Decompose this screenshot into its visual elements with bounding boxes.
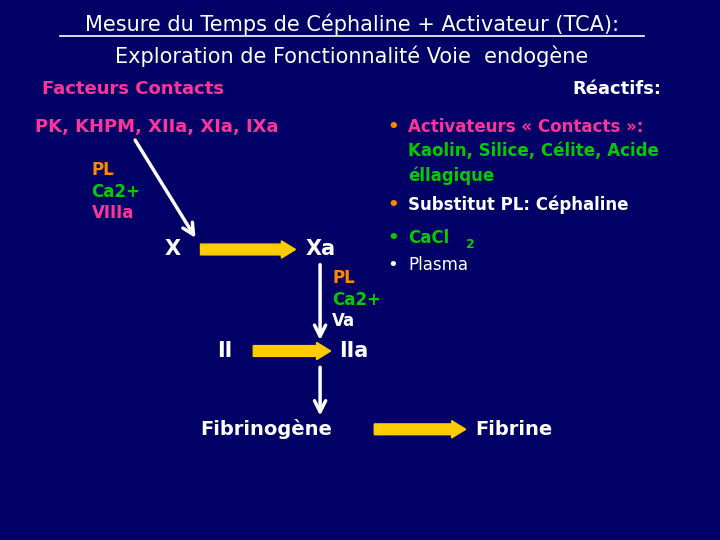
Text: CaCl: CaCl (408, 228, 449, 247)
Text: éllagique: éllagique (408, 166, 494, 185)
Text: •: • (387, 255, 397, 274)
Text: IIa: IIa (339, 341, 369, 361)
Text: Réactifs:: Réactifs: (572, 80, 661, 98)
Text: PL: PL (91, 161, 114, 179)
Text: •: • (387, 196, 399, 214)
Text: PK, KHPM, XIIa, XIa, IXa: PK, KHPM, XIIa, XIa, IXa (35, 118, 279, 136)
FancyArrow shape (374, 421, 466, 438)
Text: •: • (387, 118, 399, 136)
Text: Substitut PL: Céphaline: Substitut PL: Céphaline (408, 196, 629, 214)
Text: VIIIa: VIIIa (91, 204, 134, 222)
Text: Xa: Xa (306, 239, 336, 260)
Text: 2: 2 (466, 238, 474, 251)
Text: Va: Va (332, 312, 355, 330)
Text: II: II (217, 341, 233, 361)
Text: Activateurs « Contacts »:: Activateurs « Contacts »: (408, 118, 644, 136)
Text: •: • (387, 228, 399, 247)
FancyArrow shape (253, 342, 330, 360)
Text: Mesure du Temps de Céphaline + Activateur (TCA):: Mesure du Temps de Céphaline + Activateu… (85, 14, 618, 35)
Text: PL: PL (332, 269, 355, 287)
Text: Fibrine: Fibrine (475, 420, 552, 439)
Text: Facteurs Contacts: Facteurs Contacts (42, 80, 224, 98)
Text: Fibrinogène: Fibrinogène (200, 419, 333, 440)
FancyArrow shape (200, 241, 295, 258)
Text: Plasma: Plasma (408, 255, 468, 274)
Text: Kaolin, Silice, Célite, Acide: Kaolin, Silice, Célite, Acide (408, 142, 659, 160)
Text: X: X (164, 239, 181, 260)
Text: Ca2+: Ca2+ (91, 183, 140, 201)
Text: Ca2+: Ca2+ (332, 291, 381, 309)
Text: Exploration de Fonctionnalité Voie  endogène: Exploration de Fonctionnalité Voie endog… (115, 46, 588, 68)
